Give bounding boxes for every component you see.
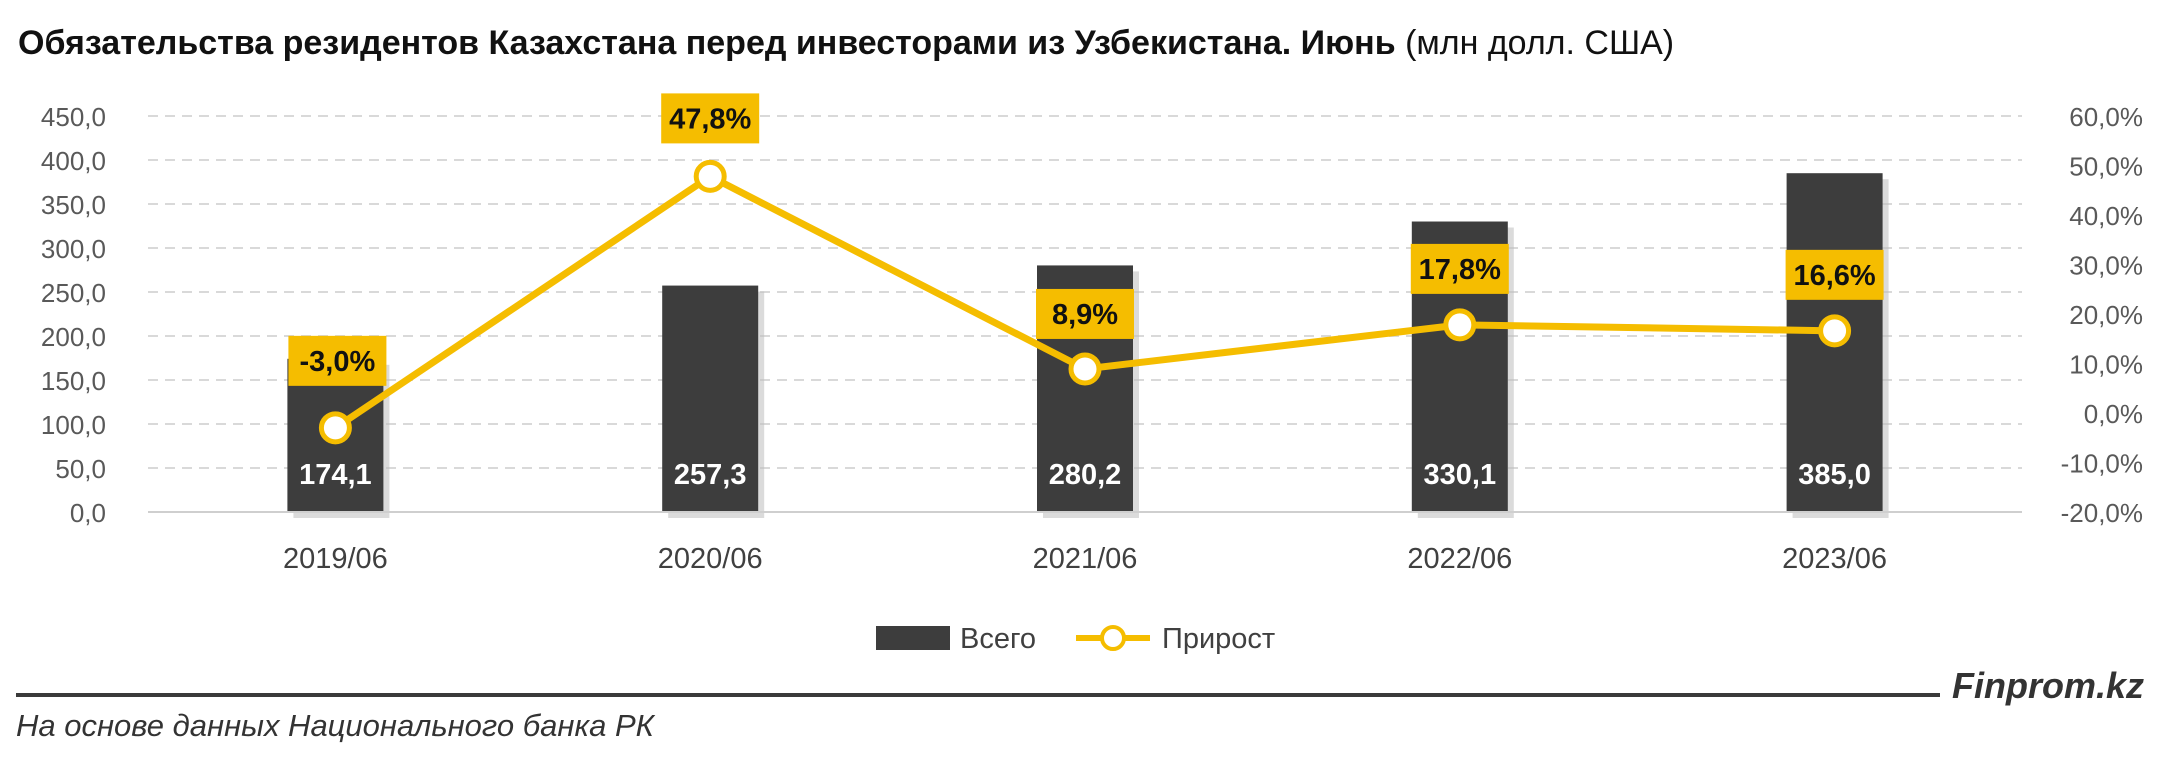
y-left-tick-label: 200,0 (41, 322, 106, 352)
y-right-tick-label: 40,0% (2069, 201, 2143, 231)
y-right-tick-label: 20,0% (2069, 300, 2143, 330)
source-note: На основе данных Национального банка РК (16, 708, 654, 743)
y-right-tick-label: 30,0% (2069, 251, 2143, 281)
y-left-tick-label: 50,0 (55, 454, 106, 484)
x-tick-label: 2023/06 (1782, 543, 1887, 575)
bar-value-label: 174,1 (299, 459, 372, 491)
legend-label-line: Прирост (1162, 623, 1275, 655)
y-right-tick-label: 50,0% (2069, 152, 2143, 182)
bar-value-label: 280,2 (1049, 459, 1122, 491)
growth-label-box (661, 93, 760, 144)
growth-point (1443, 308, 1477, 342)
growth-line: -3,0% 47,8% 8,9% 17,8% 16,6% (288, 93, 1884, 445)
chart-title-main: Обязательства резидентов Казахстана пере… (18, 24, 1396, 62)
growth-label-box (1036, 288, 1134, 339)
growth-label-box (1785, 249, 1884, 300)
y-left-tick-label: 350,0 (41, 190, 106, 220)
y-axis-right: -20,0% -10,0% 0,0% 10,0% 20,0% 30,0% 40,0% 50,0… (2061, 102, 2143, 528)
x-tick-label: 2019/06 (283, 543, 388, 575)
growth-label: 47,8% (669, 103, 751, 135)
growth-label: -3,0% (300, 346, 376, 378)
y-axis-left: 0,0 50,0 100,0 150,0 200,0 250,0 300,0 350,0 400… (41, 102, 106, 528)
y-right-tick-label: 0,0% (2084, 399, 2143, 429)
y-left-tick-label: 150,0 (41, 366, 106, 396)
y-left-tick-label: 100,0 (41, 410, 106, 440)
x-tick-label: 2022/06 (1407, 543, 1512, 575)
chart-title-unit: (млн долл. США) (1405, 24, 1675, 62)
y-left-tick-label: 300,0 (41, 234, 106, 264)
legend: Всего Прирост (876, 623, 1275, 655)
chart: 0,0 50,0 100,0 150,0 200,0 250,0 300,0 350,0 400… (41, 93, 2143, 655)
legend-swatch-marker (1100, 625, 1126, 651)
y-right-tick-label: -10,0% (2061, 449, 2143, 479)
growth-label-box (288, 335, 387, 386)
y-left-tick-label: 400,0 (41, 146, 106, 176)
growth-label: 8,9% (1052, 299, 1118, 331)
growth-label: 17,8% (1419, 254, 1501, 286)
y-right-tick-label: 60,0% (2069, 102, 2143, 132)
growth-point (693, 159, 727, 193)
bar-value-label: 330,1 (1424, 459, 1497, 491)
y-right-tick-label: -20,0% (2061, 498, 2143, 528)
x-tick-label: 2020/06 (658, 543, 763, 575)
bars: 174,1 257,3 280,2 330,1 385,0 (287, 173, 1889, 518)
x-tick-label: 2021/06 (1033, 543, 1138, 575)
growth-label: 16,6% (1793, 260, 1875, 292)
bar-value-label: 385,0 (1798, 459, 1871, 491)
y-right-tick-label: 10,0% (2069, 350, 2143, 380)
y-left-tick-label: 450,0 (41, 102, 106, 132)
growth-point (318, 411, 352, 445)
growth-point (1068, 352, 1102, 386)
chart-title: Обязательства резидентов Казахстана пере… (18, 24, 1674, 63)
growth-point (1818, 314, 1852, 348)
bar (662, 285, 759, 512)
x-axis-labels: 2019/06 2020/06 2021/06 2022/06 2023/06 (283, 543, 1887, 575)
legend-label-bars: Всего (960, 623, 1036, 655)
growth-label-box (1410, 243, 1509, 294)
y-left-tick-label: 250,0 (41, 278, 106, 308)
y-left-tick-label: 0,0 (70, 498, 106, 528)
bar-value-label: 257,3 (674, 459, 747, 491)
legend-swatch-bars (876, 626, 950, 650)
brand-logo: Finprom.kz (1951, 665, 2144, 706)
footer-divider (16, 693, 1940, 697)
